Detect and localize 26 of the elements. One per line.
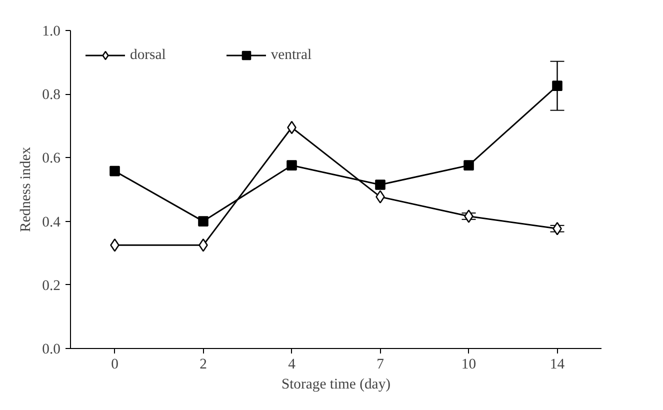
- x-tick-label: 2: [200, 356, 207, 372]
- y-axis-title: Redness index: [18, 146, 34, 232]
- point: [464, 210, 474, 223]
- point: [198, 216, 208, 226]
- point: [286, 160, 297, 170]
- y-tick-label: 0.0: [42, 342, 61, 358]
- x-tick-label: 7: [376, 356, 384, 372]
- y-tick-label: 1.0: [42, 24, 61, 40]
- x-axis-title: Storage time (day): [281, 376, 391, 392]
- y-tick-label: 0.2: [42, 278, 61, 294]
- x-tick-label: 10: [461, 356, 476, 372]
- y-tick-label: 0.8: [42, 87, 61, 104]
- point: [376, 190, 385, 204]
- point: [110, 166, 120, 176]
- point: [464, 160, 474, 170]
- legend-label: ventral: [270, 46, 312, 64]
- point: [198, 238, 208, 252]
- x-tick-label: 4: [288, 356, 296, 372]
- x-tick-label: 0: [111, 356, 118, 372]
- point: [375, 180, 386, 190]
- y-tick-label: 0.6: [42, 150, 61, 167]
- y-tick-label: 0.4: [42, 214, 62, 230]
- x-tick-label: 14: [550, 356, 566, 372]
- point: [110, 238, 120, 252]
- point: [552, 80, 562, 91]
- legend-label: dorsal: [130, 46, 166, 64]
